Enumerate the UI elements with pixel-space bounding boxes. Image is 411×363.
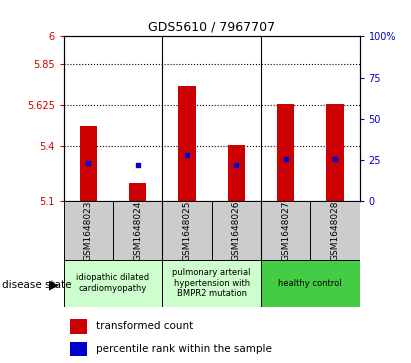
FancyBboxPatch shape (310, 201, 360, 260)
Text: percentile rank within the sample: percentile rank within the sample (96, 344, 272, 354)
Text: GSM1648025: GSM1648025 (182, 200, 192, 261)
Bar (69, 342, 88, 356)
Bar (277, 104, 294, 201)
FancyBboxPatch shape (162, 260, 261, 307)
Text: pulmonary arterial
hypertension with
BMPR2 mutation: pulmonary arterial hypertension with BMP… (173, 268, 251, 298)
Text: transformed count: transformed count (96, 321, 194, 331)
FancyBboxPatch shape (162, 201, 212, 260)
Bar (80, 126, 97, 201)
FancyBboxPatch shape (261, 201, 310, 260)
Title: GDS5610 / 7967707: GDS5610 / 7967707 (148, 21, 275, 34)
Bar (326, 104, 344, 201)
FancyBboxPatch shape (64, 260, 162, 307)
Bar (69, 319, 88, 334)
Text: GSM1648023: GSM1648023 (84, 200, 93, 261)
FancyBboxPatch shape (113, 201, 162, 260)
FancyBboxPatch shape (261, 260, 360, 307)
Bar (178, 86, 196, 201)
Text: idiopathic dilated
cardiomyopathy: idiopathic dilated cardiomyopathy (76, 273, 150, 293)
Bar (228, 144, 245, 201)
Text: GSM1648026: GSM1648026 (232, 200, 241, 261)
Text: healthy control: healthy control (279, 279, 342, 287)
Text: ▶: ▶ (48, 278, 58, 291)
Text: GSM1648027: GSM1648027 (281, 200, 290, 261)
FancyBboxPatch shape (212, 201, 261, 260)
Text: disease state: disease state (2, 280, 72, 290)
FancyBboxPatch shape (64, 201, 113, 260)
Text: GSM1648028: GSM1648028 (330, 200, 339, 261)
Text: GSM1648024: GSM1648024 (133, 200, 142, 261)
Bar (129, 183, 146, 201)
